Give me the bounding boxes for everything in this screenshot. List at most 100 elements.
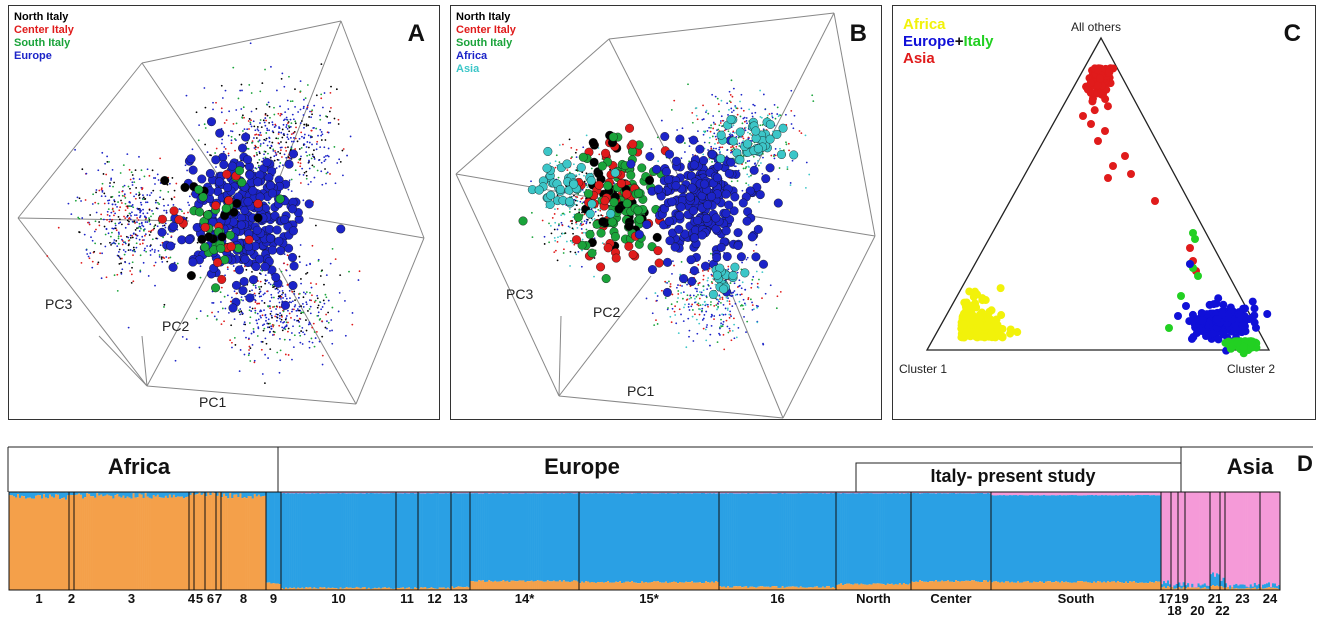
data-point [730,132,732,134]
data-point [691,112,693,114]
data-point [752,309,754,311]
bar-segment-europe [426,493,428,589]
data-point [335,258,337,260]
data-point [78,218,80,220]
data-point [253,361,255,363]
data-point [121,273,123,275]
data-point [260,143,262,145]
data-point [656,300,658,302]
data-point [254,167,256,169]
data-point [756,271,758,273]
data-point [728,314,730,316]
bar-segment-africa [80,495,82,590]
data-point [274,160,276,162]
data-point [733,317,735,319]
data-point [263,323,265,325]
data-point [300,305,302,307]
data-point [158,203,160,205]
data-point [707,270,709,272]
data-point [110,177,112,179]
data-point [96,212,98,214]
data-point [268,122,270,124]
data-point [549,162,551,164]
data-point [276,306,278,308]
data-point [153,177,155,179]
data-point [128,221,130,223]
data-point [169,183,171,185]
bar-segment-europe [112,493,114,499]
data-point [730,152,732,154]
data-point [222,308,224,310]
data-point [306,155,308,157]
data-point [120,262,122,264]
legend-entry: Asia [903,50,993,67]
data-point [305,171,307,173]
data-point [263,330,265,332]
data-point [303,127,305,129]
data-point [348,271,350,273]
data-point [279,105,281,107]
data-point [294,106,296,108]
data-point [562,144,564,146]
bar-segment-africa [51,496,53,590]
data-point [144,198,146,200]
data-point [325,296,327,298]
data-point [114,223,116,225]
frame-line [99,336,147,386]
data-point [554,229,556,231]
data-point [710,148,712,150]
bar-segment-africa [13,496,15,590]
data-point [129,212,131,214]
data-point [262,373,264,375]
data-point [152,213,154,215]
data-point [729,137,738,146]
data-point [306,291,308,293]
data-point [1214,335,1222,343]
data-point [310,136,312,138]
bar-segment-africa [126,497,128,590]
bar-segment-africa [149,498,151,590]
data-point [707,280,709,282]
data-point [625,242,634,251]
data-point [310,312,312,314]
data-point [227,268,229,270]
data-point [216,244,225,253]
data-point [321,184,323,186]
data-point [291,291,293,293]
data-point [327,312,329,314]
bar-segment-europe [428,493,430,588]
data-point [225,148,227,150]
bar-segment-europe [262,492,264,496]
data-point [285,141,287,143]
data-point [221,143,223,145]
data-point [689,309,691,311]
data-point [775,148,777,150]
data-point [259,296,261,298]
data-point [677,284,679,286]
data-point [121,191,123,193]
data-point [668,198,677,207]
data-point [161,261,163,263]
data-point [759,124,761,126]
data-point [325,294,327,296]
data-point [130,249,132,251]
bar-segment-africa [260,497,262,590]
data-point [702,154,704,156]
data-point [249,118,251,120]
data-point [251,126,253,128]
bar-segment-europe [376,493,378,588]
data-point [312,245,314,247]
data-point [92,203,94,205]
data-point [251,92,253,94]
data-point [675,322,677,324]
legend-entry: Africa [903,16,993,33]
data-point [318,260,320,262]
data-point [281,314,283,316]
data-point [717,243,726,252]
data-point [321,336,323,338]
data-point [124,193,126,195]
data-point [274,316,276,318]
data-point [128,263,130,265]
data-point [266,128,268,130]
data-point [257,126,259,128]
